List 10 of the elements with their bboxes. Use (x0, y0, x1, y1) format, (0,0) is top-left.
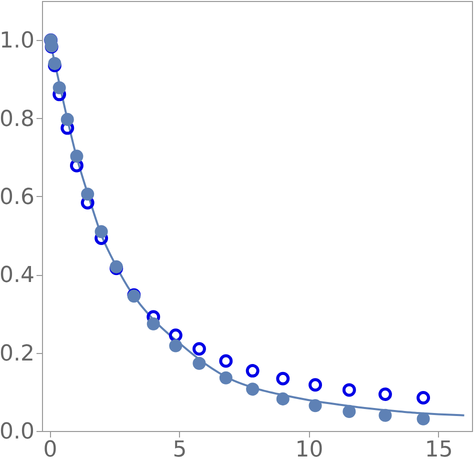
x-tick-label: 15 (424, 438, 453, 462)
y-tick-label: 1.0 (0, 28, 34, 54)
x-tick-label: 0 (43, 438, 58, 462)
y-tick-label: 0.0 (0, 420, 34, 444)
y-tick-label: 0.6 (0, 184, 34, 210)
y-tick-label: 0.2 (0, 341, 34, 366)
x-tick-label: 5 (172, 438, 187, 462)
y-tick-label: 0.8 (0, 106, 34, 132)
y-tick-label: 0.4 (0, 263, 34, 288)
x-tick-label: 10 (295, 438, 324, 462)
